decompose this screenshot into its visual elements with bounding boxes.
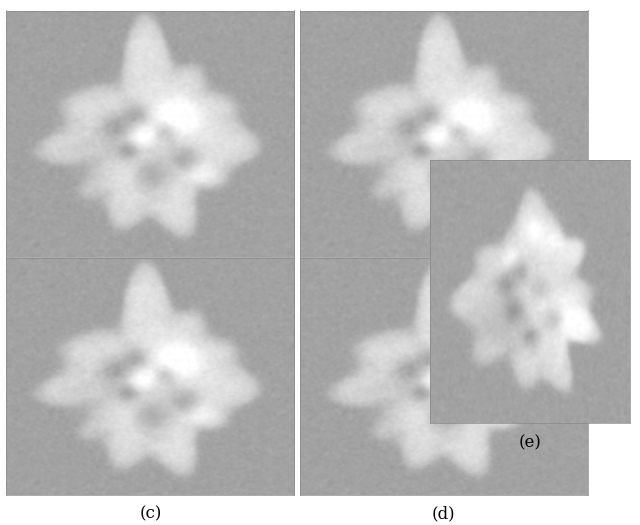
Text: (e): (e) [518,435,541,452]
Text: (a): (a) [139,268,162,286]
Text: (b): (b) [432,268,455,286]
Text: (c): (c) [140,505,161,522]
Text: (d): (d) [432,505,455,522]
